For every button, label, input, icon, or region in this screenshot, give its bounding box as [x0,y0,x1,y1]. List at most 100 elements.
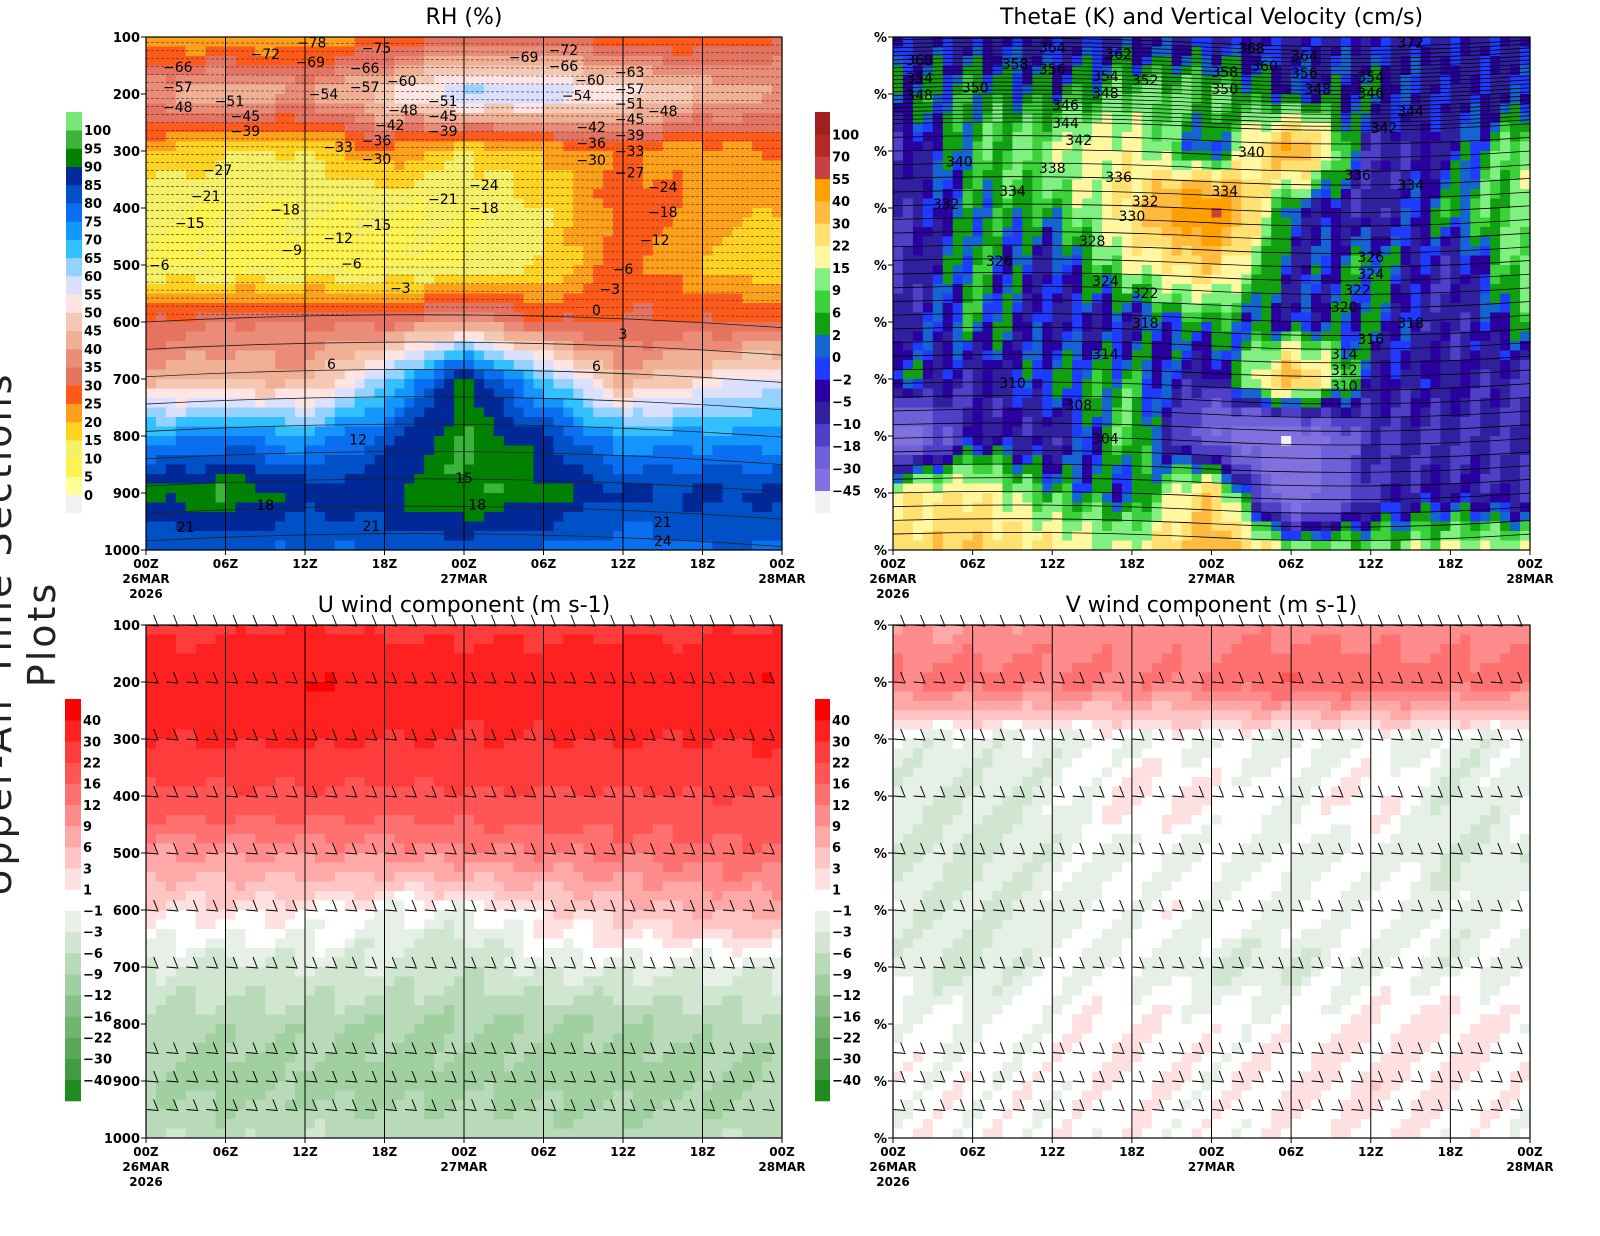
field-cell [523,455,535,466]
field-cell [314,75,326,86]
field-cell [732,341,743,352]
field-cell [722,388,733,399]
field-cell [354,246,366,257]
field-cell [613,46,624,57]
field-cell [553,436,564,447]
field-cell [493,236,505,247]
field-cell [682,455,694,466]
field-cell [553,388,564,399]
field-cell [483,227,495,238]
field-cell [165,350,177,361]
field-cell [483,540,495,551]
field-cell [1012,474,1023,485]
contour-label: −6 [149,258,170,274]
field-cell [473,84,485,95]
field-cell [573,37,584,48]
field-cell [1052,141,1063,152]
field-cell [483,179,495,190]
field-cell [672,141,684,152]
dashed-contour-line [145,202,783,205]
field-cell [255,407,266,418]
field-cell [952,502,964,513]
field-cell [682,94,694,105]
field-cell [952,103,964,114]
field-cell [146,483,157,494]
field-cell [334,160,346,171]
field-cell [1012,179,1023,190]
field-cell [354,189,366,200]
field-cell [434,122,445,133]
field-cell [364,445,376,456]
field-cell [265,122,276,133]
field-cell [483,198,495,209]
field-cell [165,360,177,371]
field-cell [265,94,276,105]
field-cell [533,303,545,314]
field-cell [255,255,266,266]
field-cell [972,284,984,295]
field-cell [702,312,714,323]
field-cell [285,246,296,257]
field-cell [893,502,904,513]
field-cell [215,379,227,390]
field-cell [682,246,694,257]
contour-label: −54 [562,89,592,105]
field-cell [662,483,674,494]
field-cell [682,521,694,532]
field-cell [513,360,525,371]
field-cell [982,84,994,95]
field-cell [146,455,157,466]
colorbar-label: 40 [84,343,102,358]
contour-label: −15 [362,218,392,234]
field-cell [225,512,237,523]
field-cell [543,56,555,67]
field-cell [623,189,634,200]
field-cell [942,160,954,171]
field-cell [922,56,934,67]
field-cell [175,369,187,380]
field-cell [225,160,237,171]
field-cell [195,65,207,76]
field-cell [1012,208,1023,219]
field-cell [295,464,306,475]
field-cell [642,46,654,57]
field-cell [523,407,535,418]
field-cell [1082,388,1093,399]
field-cell [652,160,664,171]
field-cell [225,65,237,76]
field-cell [414,388,425,399]
field-cell [1042,388,1053,399]
field-cell [464,236,475,247]
field-cell [922,208,934,219]
field-cell [593,426,604,437]
field-cell [672,293,684,304]
field-cell [752,132,763,143]
field-cell [972,170,984,181]
colorbar-swatch [66,494,82,514]
field-cell [215,540,227,551]
field-cell [334,46,346,57]
field-cell [374,227,386,238]
field-cell [464,37,475,48]
field-cell [912,179,924,190]
field-cell [543,46,555,57]
field-cell [632,141,644,152]
field-cell [593,474,604,485]
field-cell [932,322,944,333]
field-cell [404,265,415,276]
field-cell [384,493,396,504]
field-cell [424,483,435,494]
field-cell [155,94,167,105]
field-cell [632,293,644,304]
field-cell [165,388,177,399]
field-cell [732,436,743,447]
field-cell [732,531,743,542]
field-cell [573,217,584,228]
field-cell [404,46,415,57]
field-cell [642,417,654,428]
field-cell [434,483,445,494]
field-cell [642,331,654,342]
field-cell [513,293,525,304]
field-cell [553,445,564,456]
field-cell [623,75,634,86]
